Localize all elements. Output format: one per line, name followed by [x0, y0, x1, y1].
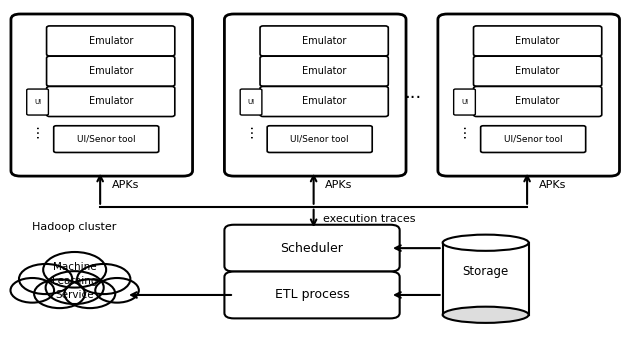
- Ellipse shape: [443, 234, 529, 251]
- Text: Emulator: Emulator: [302, 36, 346, 46]
- FancyBboxPatch shape: [474, 86, 602, 117]
- FancyBboxPatch shape: [260, 26, 388, 56]
- Ellipse shape: [443, 307, 529, 323]
- FancyBboxPatch shape: [47, 86, 175, 117]
- Text: execution traces: execution traces: [323, 214, 416, 224]
- Text: Emulator: Emulator: [302, 66, 346, 76]
- FancyBboxPatch shape: [54, 126, 159, 152]
- Circle shape: [19, 264, 72, 294]
- Text: ⋯: ⋯: [457, 125, 470, 138]
- Text: APKs: APKs: [111, 180, 139, 190]
- Text: Emulator: Emulator: [88, 66, 133, 76]
- FancyBboxPatch shape: [225, 272, 399, 318]
- Circle shape: [95, 278, 139, 303]
- FancyBboxPatch shape: [47, 56, 175, 86]
- FancyBboxPatch shape: [260, 56, 388, 86]
- Text: Machine
Learning
Service: Machine Learning Service: [52, 262, 97, 299]
- Text: UI/Senor tool: UI/Senor tool: [77, 135, 136, 144]
- Text: Emulator: Emulator: [515, 97, 560, 106]
- Text: Emulator: Emulator: [515, 36, 560, 46]
- Text: UI/Senor tool: UI/Senor tool: [504, 135, 563, 144]
- FancyBboxPatch shape: [267, 126, 372, 152]
- FancyBboxPatch shape: [27, 89, 49, 115]
- Circle shape: [34, 280, 85, 308]
- Text: ...: ...: [404, 84, 421, 102]
- Text: Hadoop cluster: Hadoop cluster: [33, 221, 117, 232]
- Text: ⋯: ⋯: [29, 125, 44, 138]
- Text: APKs: APKs: [539, 180, 566, 190]
- FancyBboxPatch shape: [11, 14, 193, 176]
- Text: UI: UI: [248, 99, 255, 105]
- Text: Emulator: Emulator: [515, 66, 560, 76]
- Text: UI/Senor tool: UI/Senor tool: [291, 135, 349, 144]
- Text: UI: UI: [461, 99, 468, 105]
- Text: Scheduler: Scheduler: [280, 242, 344, 254]
- FancyBboxPatch shape: [240, 89, 262, 115]
- FancyBboxPatch shape: [47, 26, 175, 56]
- FancyBboxPatch shape: [481, 126, 586, 152]
- FancyBboxPatch shape: [474, 56, 602, 86]
- Circle shape: [65, 280, 115, 308]
- FancyBboxPatch shape: [438, 14, 620, 176]
- Text: Emulator: Emulator: [88, 97, 133, 106]
- FancyBboxPatch shape: [260, 86, 388, 117]
- Text: Storage: Storage: [463, 265, 509, 278]
- Circle shape: [10, 278, 54, 303]
- Text: ETL process: ETL process: [275, 289, 349, 301]
- Circle shape: [43, 252, 106, 287]
- Bar: [443, 243, 529, 315]
- FancyBboxPatch shape: [225, 14, 406, 176]
- Text: Emulator: Emulator: [302, 97, 346, 106]
- FancyBboxPatch shape: [474, 26, 602, 56]
- Text: Emulator: Emulator: [88, 36, 133, 46]
- Text: UI: UI: [34, 99, 41, 105]
- FancyBboxPatch shape: [454, 89, 476, 115]
- Circle shape: [77, 264, 131, 294]
- FancyBboxPatch shape: [225, 225, 399, 272]
- Text: APKs: APKs: [325, 180, 353, 190]
- Circle shape: [45, 271, 104, 304]
- Text: ⋯: ⋯: [243, 125, 257, 138]
